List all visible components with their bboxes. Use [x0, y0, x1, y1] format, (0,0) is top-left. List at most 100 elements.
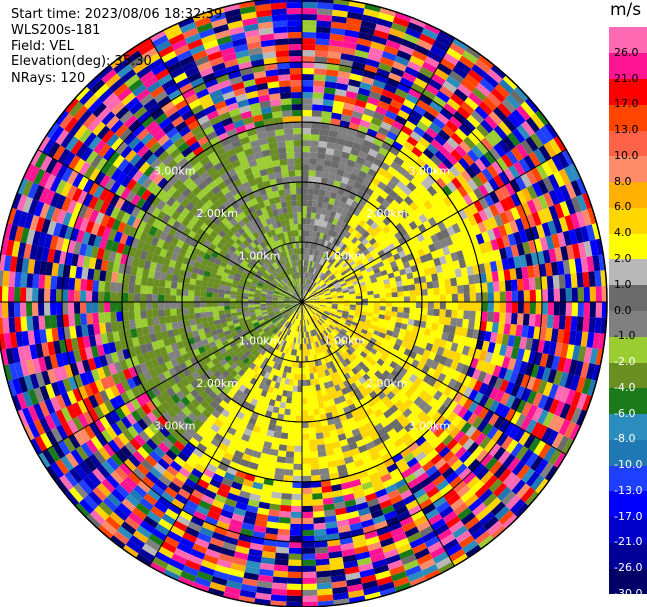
ppi-gate [588, 317, 596, 333]
ppi-gate [443, 102, 457, 116]
ppi-gate [414, 339, 422, 348]
ppi-gate [324, 227, 330, 235]
ppi-gate [473, 320, 482, 331]
ppi-gate [302, 26, 317, 33]
ppi-gate [293, 457, 302, 464]
ppi-gate [437, 372, 447, 383]
ppi-gate [431, 273, 439, 282]
ppi-gate [441, 407, 453, 420]
ppi-gate [307, 415, 315, 422]
ppi-gate [394, 11, 412, 22]
ppi-gate [296, 403, 302, 410]
ppi-gate [468, 389, 479, 401]
ppi-gate [553, 370, 563, 386]
ppi-gate [309, 248, 314, 256]
ppi-gate [302, 62, 315, 69]
ppi-gate [400, 161, 412, 172]
ppi-gate [462, 182, 474, 195]
ppi-gate [436, 346, 445, 356]
ppi-gate [291, 493, 302, 500]
ppi-gate [358, 368, 367, 377]
ppi-gate [487, 68, 503, 84]
ppi-gate [319, 305, 326, 309]
ppi-gate [322, 285, 328, 290]
ppi-gate [333, 269, 340, 276]
ppi-gate [570, 179, 583, 197]
ppi-gate [354, 313, 361, 318]
ppi-gate [342, 145, 353, 154]
ppi-gate [333, 225, 341, 233]
ppi-gate [316, 311, 323, 317]
ppi-gate [543, 192, 555, 208]
ppi-gate [478, 263, 486, 274]
ppi-gate [330, 161, 340, 169]
ppi-gate [321, 266, 327, 273]
ppi-gate [206, 296, 213, 302]
ppi-gate [468, 92, 483, 106]
ppi-gate [323, 329, 329, 336]
ppi-gate [322, 312, 329, 317]
ppi-gate [483, 397, 495, 410]
ppi-gate [450, 251, 459, 262]
ppi-gate [379, 310, 386, 316]
ppi-gate [330, 27, 346, 36]
ppi-gate [313, 299, 320, 301]
ppi-gate [444, 422, 456, 435]
ppi-gate [446, 47, 463, 61]
ppi-gate [526, 213, 536, 228]
ppi-gate [422, 374, 432, 384]
ppi-gate [302, 589, 318, 596]
ppi-gate [308, 254, 312, 261]
ppi-gate [294, 433, 302, 440]
ppi-gate [302, 433, 310, 440]
ppi-gate [466, 328, 474, 339]
ppi-gate [134, 275, 142, 286]
ppi-gate [533, 148, 547, 164]
ppi-gate [391, 386, 401, 396]
ppi-gate [513, 428, 526, 443]
ppi-gate [346, 348, 353, 356]
ppi-gate [313, 295, 320, 299]
ppi-gate [307, 403, 314, 410]
ppi-gate [449, 42, 466, 56]
ppi-gate [581, 378, 592, 395]
ppi-gate [391, 306, 398, 313]
ppi-gate [342, 261, 349, 269]
ppi-gate [362, 259, 370, 266]
ppi-gate [440, 173, 452, 185]
ppi-gate [595, 286, 602, 302]
ppi-gate [463, 386, 474, 398]
ppi-gate [445, 302, 452, 310]
ppi-gate [511, 128, 526, 144]
ppi-gate [497, 450, 511, 465]
ppi-gate [352, 332, 360, 338]
ppi-gate [152, 309, 159, 318]
ppi-gate [379, 242, 388, 250]
ppi-gate [372, 285, 380, 291]
ppi-gate [475, 82, 491, 97]
ppi-gate [574, 330, 583, 347]
ppi-gate [534, 314, 542, 328]
ppi-gate [323, 311, 330, 316]
ppi-gate [188, 284, 196, 291]
ppi-gate [442, 141, 455, 154]
ppi-gate [521, 325, 529, 338]
ppi-gate [323, 240, 329, 248]
ppi-gate [324, 261, 331, 269]
ppi-gate [514, 502, 529, 518]
ppi-gate [348, 309, 356, 314]
ppi-gate [230, 305, 237, 310]
ppi-gate [331, 330, 338, 336]
ppi-gate [320, 122, 331, 131]
ppi-gate [526, 199, 538, 214]
ppi-gate [420, 314, 428, 322]
ppi-gate [582, 271, 590, 288]
ppi-gate [551, 233, 561, 249]
ppi-gate [416, 333, 424, 341]
ppi-gate [337, 332, 344, 339]
ppi-gate [386, 130, 398, 141]
ppi-gate [374, 271, 382, 278]
ppi-gate [393, 156, 405, 167]
ppi-gate [321, 171, 330, 179]
ppi-gate [392, 409, 403, 419]
